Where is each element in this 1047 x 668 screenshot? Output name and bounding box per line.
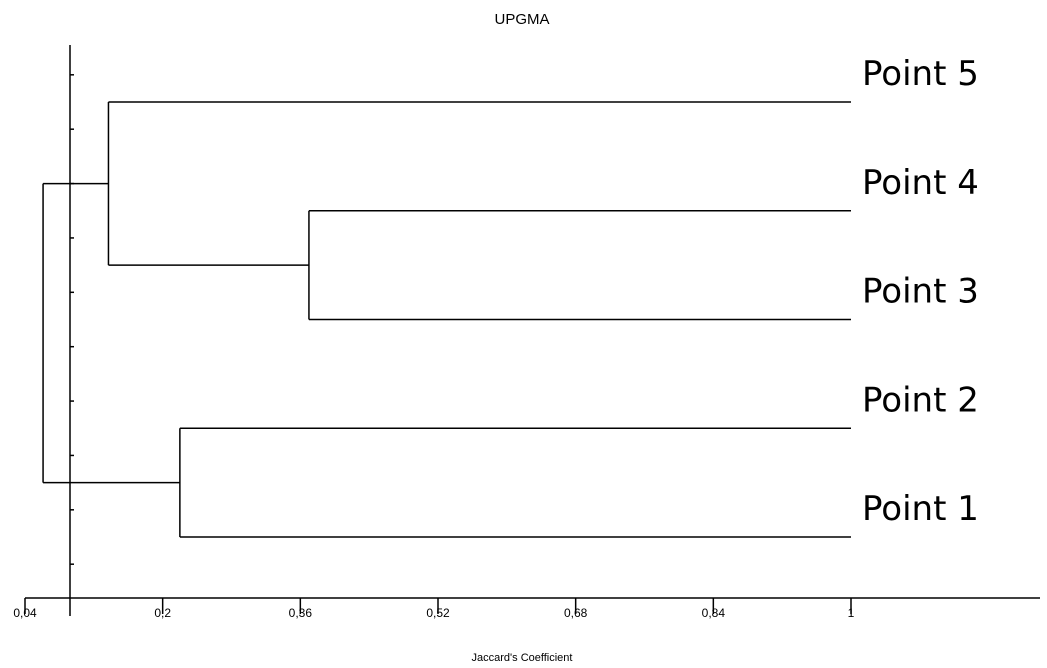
leaf-label: Point 3 — [862, 272, 979, 312]
x-tick-label: 0,52 — [426, 606, 450, 620]
leaf-label: Point 1 — [862, 489, 979, 529]
chart-title: UPGMA — [494, 11, 549, 28]
x-tick-label: 0,04 — [13, 606, 37, 620]
x-axis-label: Jaccard's Coefficient — [472, 652, 573, 664]
x-tick-label: 0,68 — [564, 606, 588, 620]
leaf-label: Point 5 — [862, 54, 979, 94]
leaf-labels: Point 5 Point 4 Point 3 Point 2 Point 1 — [862, 54, 979, 529]
leaf-label: Point 2 — [862, 380, 979, 420]
x-tick-label: 0,2 — [154, 606, 171, 620]
x-tick-label: 0,84 — [702, 606, 726, 620]
leaf-label: Point 4 — [862, 163, 979, 203]
dendrogram-links — [42, 101, 851, 538]
x-tick-label: 0,36 — [289, 606, 313, 620]
axes: 0,04 0,2 0,36 0,52 0,68 0,84 1 — [13, 45, 1040, 620]
x-tick-label: 1 — [848, 606, 855, 620]
